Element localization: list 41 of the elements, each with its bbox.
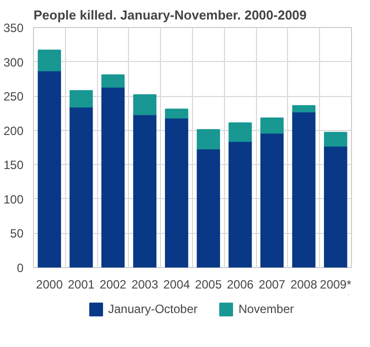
- bar: [133, 114, 156, 268]
- bar: [101, 86, 125, 268]
- bar: [38, 50, 62, 72]
- legend-label: January-October: [108, 302, 198, 316]
- x-tick-label: 2000: [36, 278, 64, 292]
- bar: [164, 118, 188, 268]
- y-tick-label: 150: [3, 158, 24, 172]
- y-tick-label: 300: [3, 55, 24, 70]
- bar: [196, 129, 220, 150]
- bar: [101, 74, 125, 88]
- x-tick-label: 2001: [68, 278, 95, 292]
- x-tick-label: 2007: [258, 278, 286, 292]
- bar: [324, 146, 348, 268]
- bar: [324, 132, 348, 147]
- x-tick-label: 2008: [290, 278, 318, 292]
- bar: [260, 118, 284, 134]
- bar: [228, 122, 252, 142]
- y-tick-label: 250: [3, 90, 24, 104]
- y-tick-label: 0: [16, 261, 24, 275]
- bar: [196, 148, 220, 268]
- bar: [292, 105, 316, 112]
- chart-title: People killed. January-November. 2000-2009: [34, 8, 307, 22]
- x-tick-label: 2003: [131, 278, 158, 292]
- bar: [228, 140, 252, 268]
- bar: [164, 108, 188, 119]
- y-tick-label: 200: [3, 124, 24, 138]
- y-tick-label: 50: [10, 226, 24, 241]
- bar: [260, 132, 284, 268]
- legend-label: November: [238, 302, 294, 316]
- x-tick-label: 2009*: [320, 278, 352, 292]
- bar: [133, 94, 156, 116]
- bar: [292, 111, 316, 268]
- x-tick-label: 2002: [100, 278, 127, 292]
- x-tick-label: 2006: [226, 278, 254, 292]
- bar: [38, 70, 62, 268]
- bar: [70, 106, 93, 268]
- x-tick-label: 2004: [163, 278, 190, 292]
- y-tick-label: 100: [3, 192, 24, 206]
- x-tick-label: 2005: [195, 278, 222, 292]
- y-tick-label: 350: [3, 21, 24, 35]
- bar: [70, 90, 93, 108]
